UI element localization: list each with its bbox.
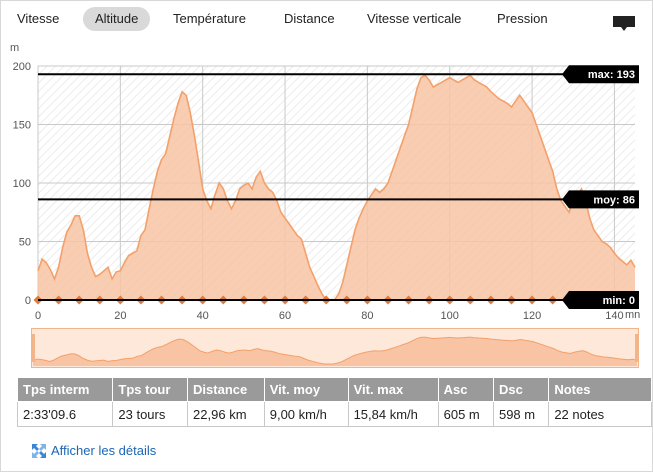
max-label: max: 193 [588,69,635,81]
header-vit-moy: Vit. moy [263,377,349,402]
navigator-line [32,336,638,365]
tab-vitesse[interactable]: Vitesse [17,11,60,26]
header-notes: Notes [548,377,652,402]
y-axis-label: m [10,42,19,54]
export-menu-icon[interactable] [612,15,636,32]
x-tick-label: 0 [35,310,41,322]
x-tick-label: 40 [197,310,209,322]
moy-label: moy: 86 [593,194,635,206]
tab-vitesse-verticale[interactable]: Vitesse verticale [367,11,462,26]
x-tick-label: 20 [114,310,126,322]
header-vit-max: Vit. max [347,377,439,402]
x-tick-label: 60 [279,310,291,322]
value-dsc: 598 m [492,401,550,427]
value-tps-tour: 23 tours [112,401,189,427]
header-dsc: Dsc [492,377,550,402]
y-tick-label: 0 [25,295,31,307]
altitude-line [37,74,636,301]
stats-value-row: 2:33'09.6 23 tours 22,96 km 9,00 km/h 15… [16,401,652,427]
y-tick-label: 50 [19,237,31,249]
x-axis-label: mn [625,309,640,321]
y-tick-label: 100 [13,178,31,190]
tab-altitude[interactable]: Altitude [83,7,151,31]
altitude-chart: max: 193 moy: 86 min: 0 0 50 100 150 200 0 20 40 6… [10,42,640,322]
altitude-area [38,75,635,301]
y-tick-label: 200 [13,61,31,73]
value-notes: 22 notes [548,401,652,427]
value-vit-max: 15,84 km/h [347,401,439,427]
header-tps-tour: Tps tour [112,377,189,402]
navigator-left-handle[interactable] [31,334,35,362]
x-tick-label: 120 [523,310,541,322]
value-distance: 22,96 km [187,401,265,427]
header-distance: Distance [187,377,265,402]
expand-arrows-icon [32,444,46,458]
metric-tabs: Vitesse Altitude Température Distance Vi… [1,5,653,33]
value-vit-moy: 9,00 km/h [263,401,349,427]
stats-table: Tps interm Tps tour Distance Vit. moy Vi… [16,377,652,427]
y-tick-label: 150 [13,120,31,132]
header-asc: Asc [437,377,494,402]
tab-temperature[interactable]: Température [173,11,246,26]
moy-label-flag [562,190,639,209]
navigator-area [33,337,637,366]
x-tick-label: 80 [361,310,373,322]
min-label: min: 0 [603,295,635,307]
header-tps-interm: Tps interm [16,377,114,402]
navigator-right-handle[interactable] [635,334,639,362]
tab-distance[interactable]: Distance [284,11,335,26]
overview-navigator[interactable] [31,328,639,368]
show-details-label: Afficher les détails [51,443,157,458]
x-tick-label: 100 [441,310,459,322]
max-label-flag [562,65,639,84]
value-asc: 605 m [437,401,494,427]
value-tps-interm: 2:33'09.6 [16,401,114,427]
stats-header-row: Tps interm Tps tour Distance Vit. moy Vi… [16,377,652,402]
tab-pression[interactable]: Pression [497,11,548,26]
min-label-flag [562,291,639,309]
x-tick-label: 140 [605,310,623,322]
